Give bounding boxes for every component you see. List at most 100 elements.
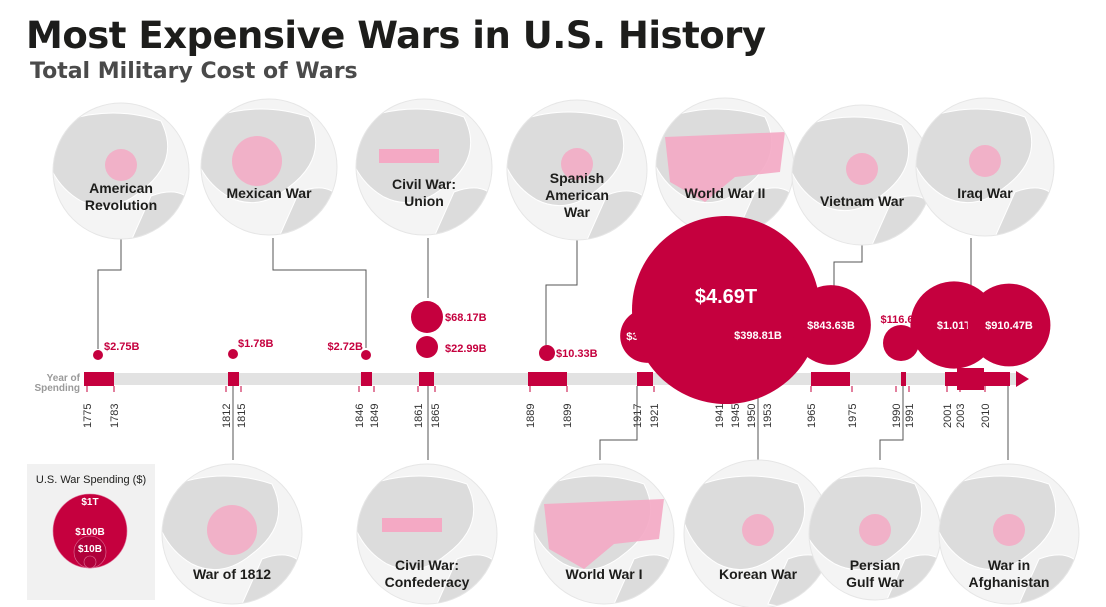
map-persian-gulf-war xyxy=(809,468,941,600)
war-label-war-in-afghanistan: Afghanistan xyxy=(969,574,1050,590)
period-bar-5 xyxy=(637,372,653,386)
map-highlight xyxy=(665,132,785,202)
legend-label-2: $10B xyxy=(78,544,102,555)
map-highlight xyxy=(742,514,774,546)
map-highlight xyxy=(561,148,593,180)
cost-bubble-spanish-american-war xyxy=(539,345,555,361)
map-korean-war xyxy=(684,460,832,607)
war-label-iraq-war: Iraq War xyxy=(957,185,1013,201)
legend-label-0: $1T xyxy=(81,497,98,508)
war-label-spanish-american-war: American xyxy=(545,187,609,203)
map-land xyxy=(53,112,169,208)
map-highlight xyxy=(105,149,137,181)
cost-label-spanish-american-war: $10.33B xyxy=(556,348,598,360)
map-highlight xyxy=(232,136,282,186)
cost-bubble-mexican-war xyxy=(361,350,371,360)
legend-title: U.S. War Spending ($) xyxy=(35,474,147,486)
war-label-persian-gulf-war: Persian xyxy=(850,557,901,573)
war-label-world-war-i: World War I xyxy=(566,566,643,582)
map-highlight xyxy=(382,518,442,532)
map-american-revolution xyxy=(53,103,189,239)
tick-label-1990: 1990 xyxy=(891,404,903,428)
map-civil-war-union xyxy=(356,99,492,235)
war-label-vietnam-war: Vietnam War xyxy=(820,193,905,209)
map-highlight xyxy=(379,149,439,163)
map-border-civil-war-union xyxy=(355,98,493,236)
tick-label-1815: 1815 xyxy=(236,404,248,428)
legend-label-1: $100B xyxy=(75,527,104,538)
map-border-civil-war-confederacy xyxy=(356,463,498,605)
leader-line-1 xyxy=(272,238,367,348)
leader-line-4 xyxy=(833,245,863,290)
tick-label-1865: 1865 xyxy=(430,404,442,428)
map-mexican-war xyxy=(201,99,337,235)
map-iraq-war xyxy=(916,98,1054,236)
war-label-persian-gulf-war: Gulf War xyxy=(846,574,904,590)
cost-label-mexican-war: $2.72B xyxy=(328,341,364,353)
page-subtitle: Total Military Cost of Wars xyxy=(30,59,358,84)
cost-label-korean-war: $398.81B xyxy=(734,330,782,342)
map-border-war-in-afghanistan xyxy=(938,463,1080,605)
map-war-in-afghanistan xyxy=(939,464,1079,604)
cost-bubble-war-in-afghanistan xyxy=(967,283,1051,367)
war-label-war-in-afghanistan: War in xyxy=(988,557,1030,573)
cost-label-civil-war-confederacy: $22.99B xyxy=(445,343,487,355)
map-war-of-1812 xyxy=(162,464,302,604)
cost-bubble-world-war-ii xyxy=(632,216,820,404)
tick-label-1921: 1921 xyxy=(649,404,661,428)
cost-label-war-of-1812: $1.78B xyxy=(238,338,274,350)
war-label-spanish-american-war: War xyxy=(564,204,590,220)
legend-bubbles: $1T $100B $10B xyxy=(52,493,128,569)
cost-bubble-korean-war xyxy=(730,307,786,363)
cost-label-civil-war-union: $68.17B xyxy=(445,312,487,324)
tick-label-1889: 1889 xyxy=(525,404,537,428)
map-border-mexican-war xyxy=(200,98,338,236)
cost-label-war-in-afghanistan: $910.47B xyxy=(985,320,1033,332)
war-label-civil-war-union: Union xyxy=(404,193,444,209)
cost-bubble-vietnam-war xyxy=(791,285,871,365)
map-highlight xyxy=(859,514,891,546)
tick-label-1775: 1775 xyxy=(82,404,94,428)
period-bar-iraq xyxy=(957,368,984,390)
period-bar-9 xyxy=(901,372,906,386)
tick-label-1941: 1941 xyxy=(714,404,726,428)
war-label-war-of-1812: War of 1812 xyxy=(193,566,271,582)
tick-label-1812: 1812 xyxy=(221,404,233,428)
war-label-world-war-ii: World War II xyxy=(685,185,766,201)
map-land xyxy=(792,116,910,212)
period-bar-1 xyxy=(228,372,239,386)
page-title: Most Expensive Wars in U.S. History xyxy=(26,14,766,57)
cost-bubble-war-of-1812 xyxy=(228,349,238,359)
tick-label-1917: 1917 xyxy=(632,404,644,428)
tick-label-1783: 1783 xyxy=(109,404,121,428)
tick-label-1846: 1846 xyxy=(354,404,366,428)
tick-label-1950: 1950 xyxy=(746,404,758,428)
war-label-american-revolution: Revolution xyxy=(85,197,157,213)
war-label-civil-war-union: Civil War: xyxy=(392,176,456,192)
war-label-american-revolution: American xyxy=(89,180,153,196)
cost-label-world-war-ii: $4.69T xyxy=(695,286,757,308)
tick-label-2003: 2003 xyxy=(955,404,967,428)
leader-line-8 xyxy=(599,386,638,460)
map-land xyxy=(684,475,806,571)
period-bar-2 xyxy=(361,372,372,386)
leader-line-10 xyxy=(879,386,904,460)
map-land xyxy=(916,108,1033,204)
map-civil-war-confederacy xyxy=(357,464,497,604)
map-highlight xyxy=(544,499,664,569)
tick-label-1991: 1991 xyxy=(904,404,916,428)
map-world-war-ii xyxy=(656,98,794,236)
map-world-war-i xyxy=(534,464,674,604)
war-label-spanish-american-war: Spanish xyxy=(550,170,604,186)
tick-label-2001: 2001 xyxy=(942,404,954,428)
period-bar-3 xyxy=(419,372,434,386)
cost-label-iraq-war: $1.01T xyxy=(937,320,972,332)
map-land xyxy=(939,475,1057,571)
map-land xyxy=(507,111,625,207)
map-border-american-revolution xyxy=(52,102,190,240)
map-border-spanish-american-war xyxy=(506,99,648,241)
map-highlight xyxy=(207,505,257,555)
period-bar-8 xyxy=(811,372,850,386)
war-label-korean-war: Korean War xyxy=(719,566,798,582)
